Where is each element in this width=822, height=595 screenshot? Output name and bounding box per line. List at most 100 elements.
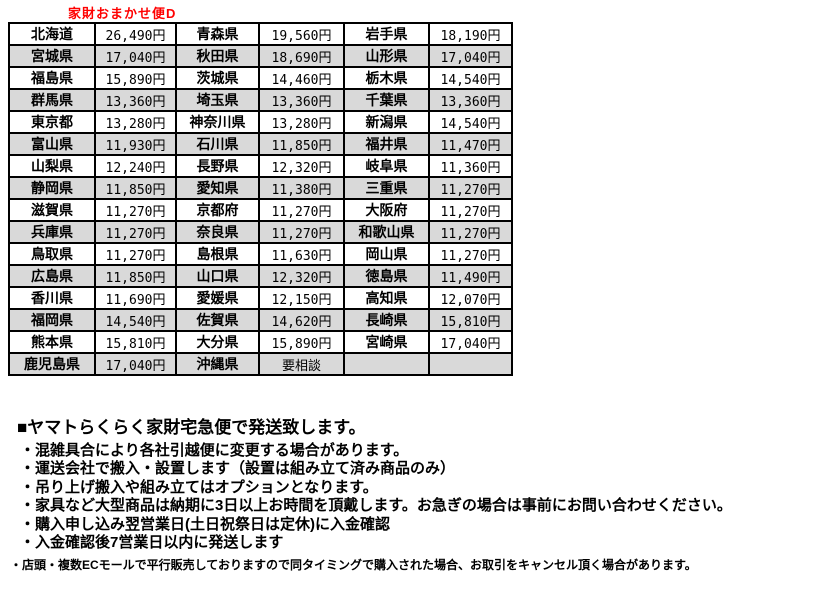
prefecture-cell: 群馬県 <box>8 88 96 112</box>
price-cell: 12,320円 <box>258 154 345 178</box>
prefecture-cell: 福井県 <box>343 132 430 156</box>
price-cell: 18,690円 <box>258 44 345 68</box>
prefecture-cell: 山形県 <box>343 44 430 68</box>
prefecture-cell: 三重県 <box>343 176 430 200</box>
price-cell: 11,270円 <box>428 176 513 200</box>
table-row: 群馬県 13,360円 埼玉県 13,360円 千葉県 13,360円 <box>8 88 513 112</box>
prefecture-cell: 福島県 <box>8 66 96 90</box>
shipping-plan-title: 家財おまかせ便D <box>68 6 177 21</box>
price-cell: 12,240円 <box>94 154 177 178</box>
prefecture-cell: 奈良県 <box>175 220 260 244</box>
prefecture-cell: 愛媛県 <box>175 286 260 310</box>
price-cell: 11,270円 <box>94 242 177 266</box>
price-cell: 11,850円 <box>94 264 177 288</box>
prefecture-cell: 富山県 <box>8 132 96 156</box>
prefecture-cell: 岡山県 <box>343 242 430 266</box>
price-table-body: 北海道 26,490円 青森県 19,560円 岩手県 18,190円 宮城県 17,040円… <box>8 22 513 376</box>
price-cell: 11,360円 <box>428 154 513 178</box>
price-cell: 11,470円 <box>428 132 513 156</box>
shipping-method-heading: ■ヤマトらくらく家財宅急便で発送致します。 <box>17 418 366 437</box>
price-cell: 11,850円 <box>94 176 177 200</box>
price-cell: 17,040円 <box>428 44 513 68</box>
table-row: 静岡県 11,850円 愛知県 11,380円 三重県 11,270円 <box>8 176 513 200</box>
price-cell: 11,850円 <box>258 132 345 156</box>
price-cell: 15,890円 <box>258 330 345 354</box>
price-cell: 17,040円 <box>94 44 177 68</box>
prefecture-cell: 愛知県 <box>175 176 260 200</box>
table-row: 兵庫県 11,270円 奈良県 11,270円 和歌山県 11,270円 <box>8 220 513 244</box>
price-cell: 要相談 <box>258 352 345 376</box>
table-row: 山梨県 12,240円 長野県 12,320円 岐阜県 11,360円 <box>8 154 513 178</box>
shipping-note-line: ・購入申し込み翌営業日(土日祝祭日は定休)に入金確認 <box>20 515 390 533</box>
prefecture-cell: 大阪府 <box>343 198 430 222</box>
table-row: 東京都 13,280円 神奈川県 13,280円 新潟県 14,540円 <box>8 110 513 134</box>
price-cell: 13,360円 <box>428 88 513 112</box>
prefecture-cell: 徳島県 <box>343 264 430 288</box>
prefecture-cell: 宮崎県 <box>343 330 430 354</box>
price-cell: 11,930円 <box>94 132 177 156</box>
price-cell: 11,490円 <box>428 264 513 288</box>
prefecture-cell: 岐阜県 <box>343 154 430 178</box>
price-cell: 11,270円 <box>94 220 177 244</box>
price-cell: 14,540円 <box>94 308 177 332</box>
price-cell: 13,360円 <box>258 88 345 112</box>
price-cell: 15,810円 <box>94 330 177 354</box>
price-cell: 14,460円 <box>258 66 345 90</box>
table-row: 熊本県 15,810円 大分県 15,890円 宮崎県 17,040円 <box>8 330 513 354</box>
price-cell <box>428 352 513 376</box>
price-cell: 11,690円 <box>94 286 177 310</box>
price-cell: 12,150円 <box>258 286 345 310</box>
table-row: 福岡県 14,540円 佐賀県 14,620円 長崎県 15,810円 <box>8 308 513 332</box>
shipping-note-line: ・運送会社で搬入・設置します（設置は組み立て済み商品のみ） <box>20 460 456 478</box>
table-row: 香川県 11,690円 愛媛県 12,150円 高知県 12,070円 <box>8 286 513 310</box>
price-cell: 17,040円 <box>94 352 177 376</box>
prefecture-cell <box>343 352 430 376</box>
price-cell: 11,270円 <box>258 220 345 244</box>
price-cell: 11,270円 <box>428 220 513 244</box>
prefecture-cell: 鳥取県 <box>8 242 96 266</box>
price-cell: 12,320円 <box>258 264 345 288</box>
shipping-note-line: ・混雑具合により各社引越便に変更する場合があります。 <box>20 442 409 459</box>
price-cell: 14,620円 <box>258 308 345 332</box>
price-cell: 19,560円 <box>258 22 345 46</box>
shipping-note-line: ・入金確認後7営業日以内に発送します <box>20 534 284 552</box>
table-row: 富山県 11,930円 石川県 11,850円 福井県 11,470円 <box>8 132 513 156</box>
shipping-note-line: ・家具など大型商品は納期に3日以上お時間を頂戴します。お急ぎの場合は事前にお問い… <box>20 497 732 515</box>
prefecture-cell: 島根県 <box>175 242 260 266</box>
prefecture-cell: 静岡県 <box>8 176 96 200</box>
prefecture-cell: 岩手県 <box>343 22 430 46</box>
prefecture-cell: 山梨県 <box>8 154 96 178</box>
prefecture-cell: 大分県 <box>175 330 260 354</box>
prefecture-cell: 神奈川県 <box>175 110 260 134</box>
prefecture-cell: 東京都 <box>8 110 96 134</box>
prefecture-cell: 熊本県 <box>8 330 96 354</box>
prefecture-cell: 兵庫県 <box>8 220 96 244</box>
prefecture-cell: 和歌山県 <box>343 220 430 244</box>
price-cell: 11,630円 <box>258 242 345 266</box>
prefecture-cell: 埼玉県 <box>175 88 260 112</box>
prefecture-cell: 石川県 <box>175 132 260 156</box>
price-cell: 13,280円 <box>94 110 177 134</box>
price-cell: 11,270円 <box>428 242 513 266</box>
prefecture-cell: 青森県 <box>175 22 260 46</box>
table-row: 滋賀県 11,270円 京都府 11,270円 大阪府 11,270円 <box>8 198 513 222</box>
table-row: 宮城県 17,040円 秋田県 18,690円 山形県 17,040円 <box>8 44 513 68</box>
prefecture-cell: 佐賀県 <box>175 308 260 332</box>
price-cell: 13,360円 <box>94 88 177 112</box>
prefecture-cell: 宮城県 <box>8 44 96 68</box>
price-cell: 14,540円 <box>428 66 513 90</box>
prefecture-cell: 福岡県 <box>8 308 96 332</box>
prefecture-cell: 長野県 <box>175 154 260 178</box>
prefecture-cell: 山口県 <box>175 264 260 288</box>
prefecture-cell: 鹿児島県 <box>8 352 96 376</box>
prefecture-cell: 秋田県 <box>175 44 260 68</box>
prefecture-cell: 広島県 <box>8 264 96 288</box>
prefecture-cell: 滋賀県 <box>8 198 96 222</box>
price-cell: 11,270円 <box>258 198 345 222</box>
cancellation-fine-print: ・店頭・複数ECモールで平行販売しておりますので同タイミングで購入された場合、お… <box>10 558 697 572</box>
table-row: 福島県 15,890円 茨城県 14,460円 栃木県 14,540円 <box>8 66 513 90</box>
prefecture-cell: 長崎県 <box>343 308 430 332</box>
shipping-price-table: 北海道 26,490円 青森県 19,560円 岩手県 18,190円 宮城県 17,040円… <box>8 22 513 376</box>
prefecture-cell: 栃木県 <box>343 66 430 90</box>
prefecture-cell: 茨城県 <box>175 66 260 90</box>
